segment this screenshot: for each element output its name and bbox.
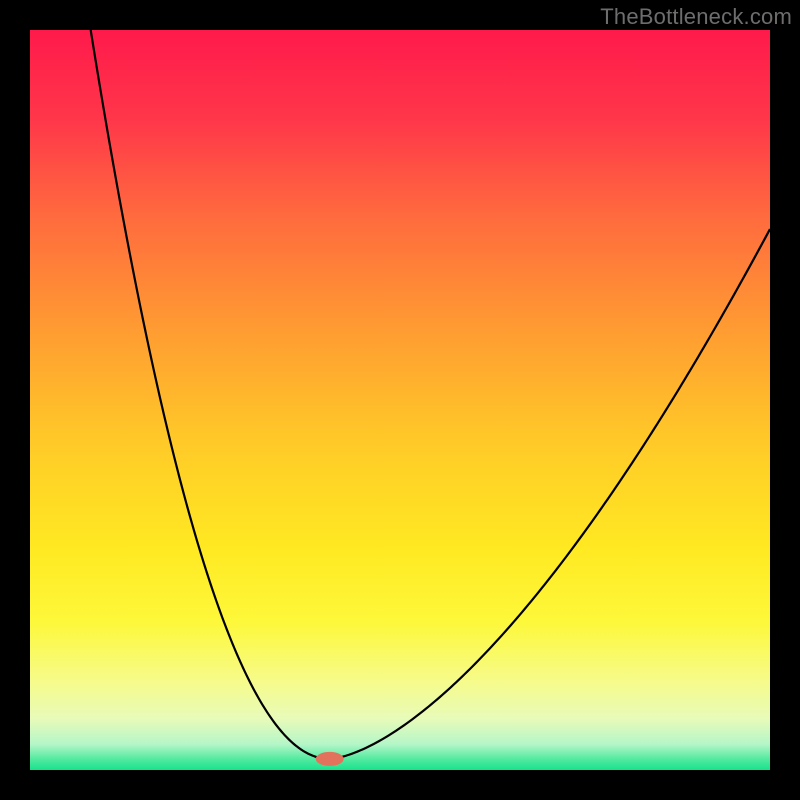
plot-area <box>30 30 770 770</box>
watermark-text: TheBottleneck.com <box>600 4 792 30</box>
bottleneck-chart <box>0 0 800 800</box>
optimal-marker <box>316 752 344 766</box>
